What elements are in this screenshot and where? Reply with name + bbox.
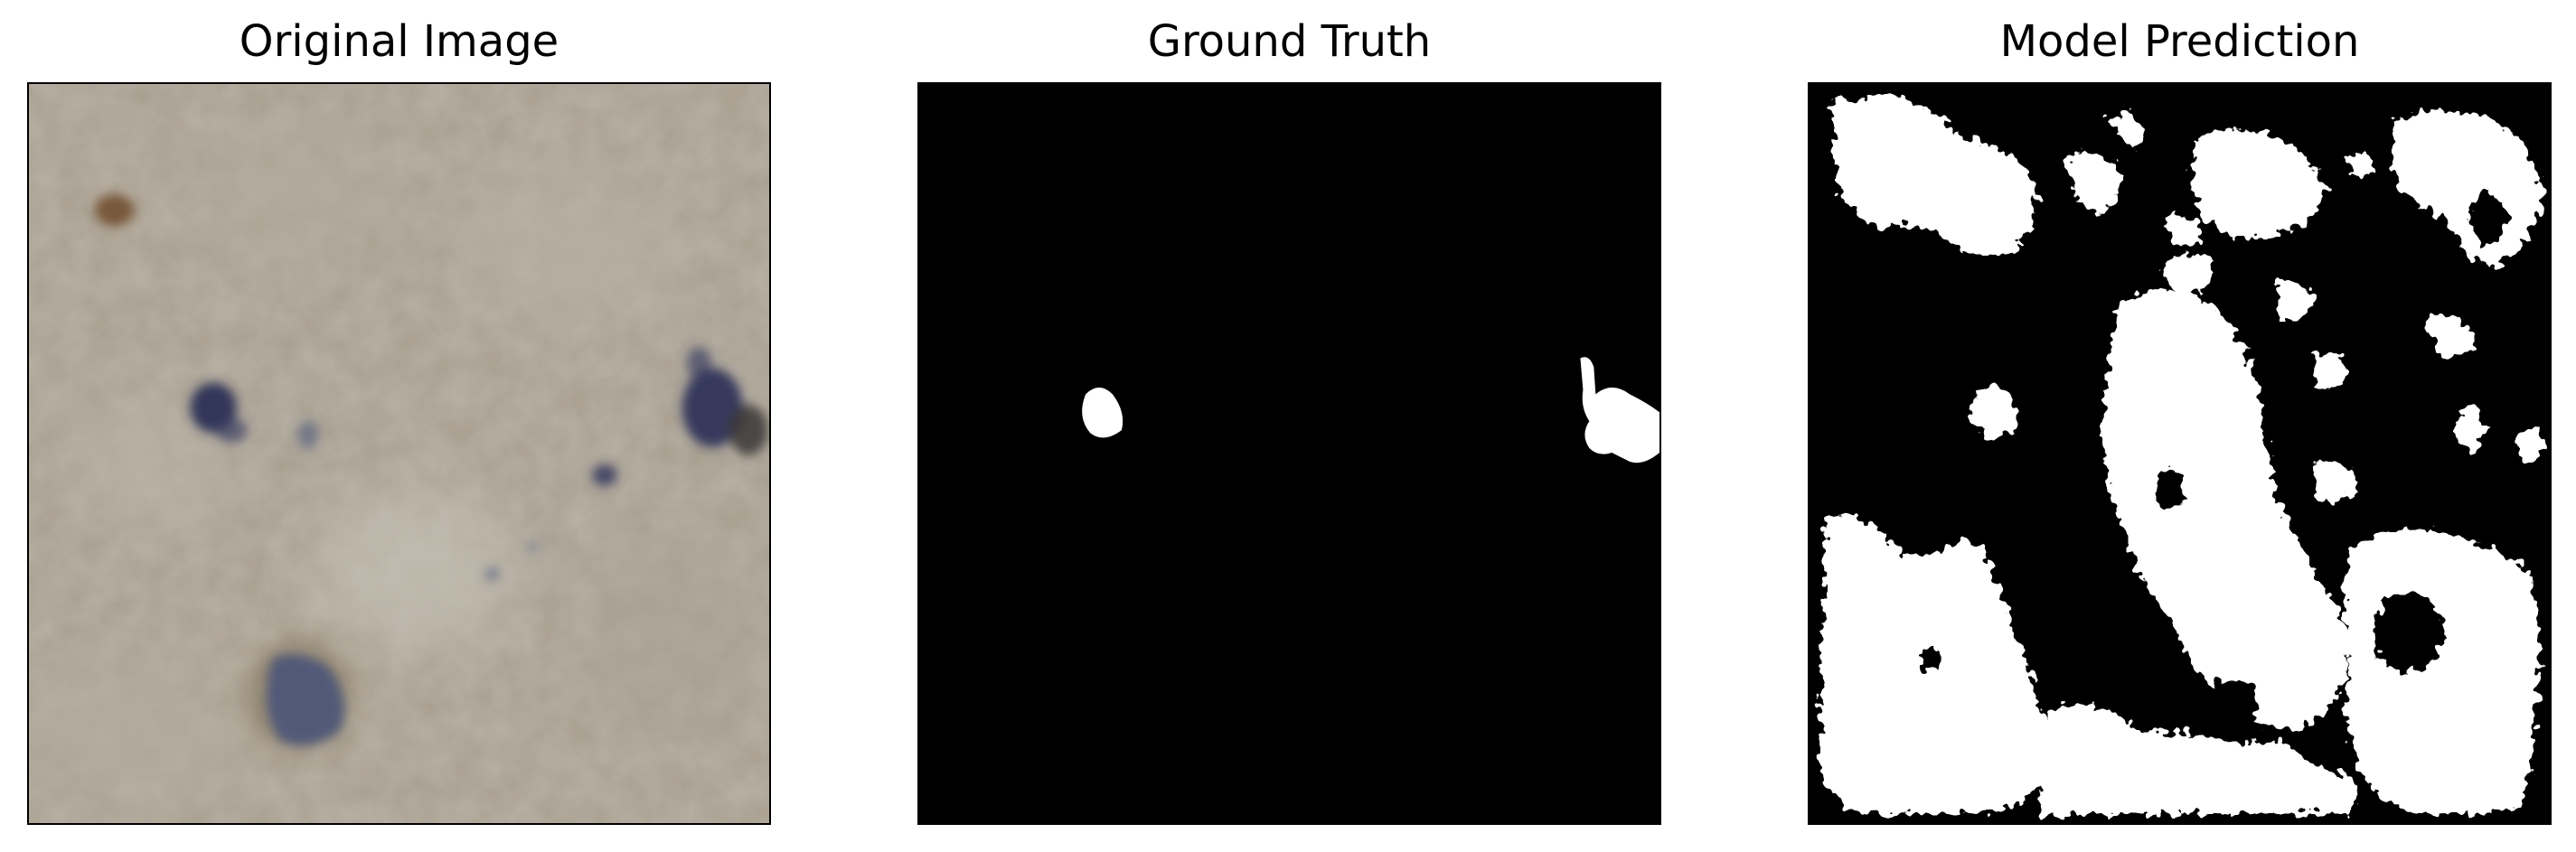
model-prediction-frame (1808, 82, 2552, 825)
model-prediction-panel: Model Prediction (1808, 0, 2552, 852)
model-prediction-mask (1810, 84, 2550, 823)
original-image-frame (27, 82, 771, 825)
original-image (29, 84, 769, 823)
ground-truth-mask (919, 84, 1659, 823)
ground-truth-blob-left (1082, 387, 1123, 438)
model-prediction-title: Model Prediction (1999, 16, 2360, 67)
original-image-panel: Original Image (27, 0, 771, 852)
ground-truth-title: Ground Truth (1147, 16, 1432, 67)
ground-truth-panel: Ground Truth (917, 0, 1661, 852)
original-image-title: Original Image (239, 16, 559, 67)
ground-truth-blob-right (1580, 357, 1659, 463)
ground-truth-frame (917, 82, 1661, 825)
